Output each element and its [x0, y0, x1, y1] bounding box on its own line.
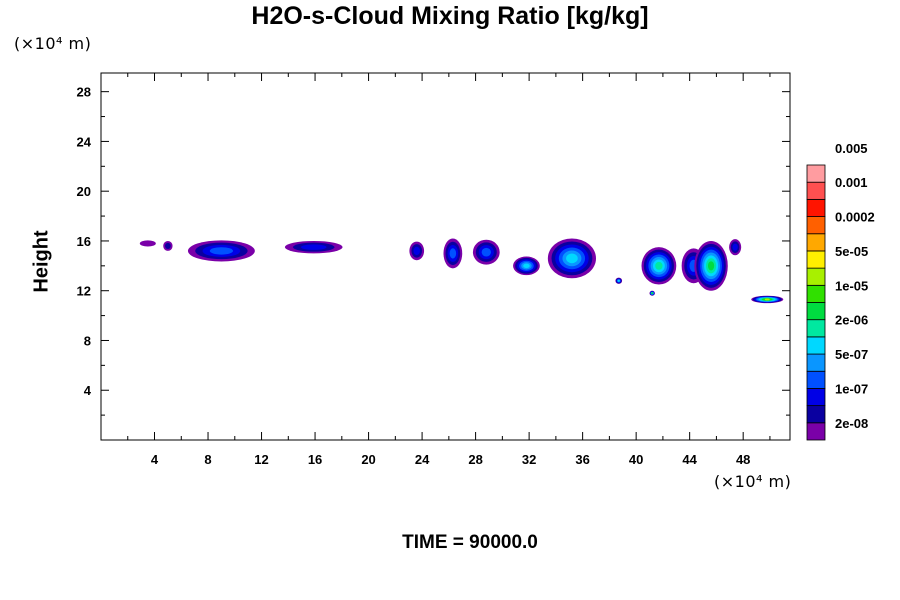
- colorbar-label-7: 0.001: [835, 175, 868, 190]
- colorbar-swatch-14: [806, 181, 826, 200]
- x-tick-label-48: 48: [736, 452, 750, 467]
- colorbar-swatch-1: [806, 405, 826, 424]
- colorbar-swatch-4: [806, 353, 826, 372]
- colorbar-label-8: 0.005: [835, 141, 868, 156]
- colorbar-swatch-12: [806, 216, 826, 235]
- cloud-region-10: [641, 247, 677, 285]
- colorbar-swatch-10: [806, 250, 826, 269]
- cloud-region-1-level-1: [165, 242, 171, 249]
- cloud-region-6-level-3: [481, 247, 491, 257]
- cloud-region-3: [284, 240, 343, 254]
- cloud-region-2: [187, 240, 255, 262]
- colorbar-label-2: 5e-07: [835, 347, 868, 362]
- colorbar-swatch-5: [806, 336, 826, 355]
- colorbar-swatch-8: [806, 284, 826, 303]
- cloud-region-8: [547, 238, 597, 279]
- x-tick-label-40: 40: [629, 452, 643, 467]
- colorbar-label-5: 5e-05: [835, 244, 868, 259]
- colorbar-swatch-3: [806, 370, 826, 389]
- cloud-region-5-level-3: [449, 248, 457, 259]
- colorbar-swatch-13: [806, 198, 826, 217]
- cloud-region-5: [443, 238, 463, 269]
- cloud-region-6: [472, 239, 500, 265]
- cloud-region-10-level-6: [655, 261, 663, 270]
- cloud-region-7-level-5: [523, 263, 530, 269]
- cloud-region-13-level-7: [651, 292, 654, 295]
- colorbar-swatch-11: [806, 233, 826, 252]
- cloud-region-0: [139, 240, 156, 247]
- colorbar-swatch-9: [806, 267, 826, 286]
- cloud-region-7: [513, 256, 540, 276]
- x-tick-label-16: 16: [308, 452, 322, 467]
- colorbar-label-6: 0.0002: [835, 210, 875, 225]
- colorbar-swatch-15: [806, 164, 826, 183]
- cloud-region-3-level-2: [300, 244, 327, 250]
- x-tick-label-24: 24: [415, 452, 430, 467]
- cloud-region-14-level-2: [732, 243, 738, 251]
- time-label: TIME = 90000.0: [402, 532, 538, 553]
- x-tick-label-4: 4: [151, 452, 159, 467]
- x-tick-label-28: 28: [468, 452, 482, 467]
- x-tick-label-8: 8: [204, 452, 211, 467]
- y-tick-label-28: 28: [77, 85, 91, 100]
- y-tick-label-8: 8: [84, 333, 91, 348]
- y-tick-label-12: 12: [77, 284, 91, 299]
- cloud-region-13: [649, 290, 655, 296]
- y-tick-label-20: 20: [77, 184, 91, 199]
- plot-regions: [139, 238, 784, 304]
- x-tick-label-20: 20: [361, 452, 375, 467]
- y-tick-label-24: 24: [77, 134, 92, 149]
- x-tick-label-36: 36: [575, 452, 589, 467]
- cloud-region-15-level-9: [764, 298, 770, 301]
- cloud-region-4-level-2: [413, 246, 421, 256]
- colorbar-label-4: 1e-05: [835, 278, 868, 293]
- colorbar-label-1: 1e-07: [835, 381, 868, 396]
- cloud-region-9-level-5: [617, 279, 620, 282]
- colorbar-label-3: 2e-06: [835, 313, 868, 328]
- x-tick-label-44: 44: [682, 452, 697, 467]
- colorbar-swatch-2: [806, 388, 826, 407]
- y-tick-label-4: 4: [84, 383, 92, 398]
- cloud-region-1: [163, 240, 173, 251]
- cloud-region-15: [751, 295, 784, 304]
- colorbar: 2e-08 1e-07 5e-07 2e-06 1e-05 5e-05 0.0002 0.00…: [806, 141, 875, 441]
- colorbar-swatch-6: [806, 319, 826, 338]
- x-tick-label-32: 32: [522, 452, 536, 467]
- x-tick-label-12: 12: [254, 452, 268, 467]
- cloud-region-12: [694, 240, 728, 291]
- plot-frame: [100, 72, 791, 441]
- cloud-region-2-level-3: [209, 247, 234, 255]
- cloud-region-0-level-0: [139, 240, 156, 247]
- x-axis-unit: (×10⁴ m): [714, 472, 792, 491]
- colorbar-label-0: 2e-08: [835, 416, 868, 431]
- cloud-region-12-level-7: [707, 261, 715, 271]
- cloud-region-8-level-5: [566, 253, 578, 264]
- cloud-region-14: [729, 239, 742, 256]
- y-axis-unit: (×10⁴ m): [14, 34, 92, 53]
- cloud-region-4: [409, 241, 425, 261]
- y-tick-label-16: 16: [77, 234, 91, 249]
- chart-title: H2O-s-Cloud Mixing Ratio [kg/kg]: [251, 2, 649, 30]
- colorbar-swatch-7: [806, 302, 826, 321]
- cloud-region-9: [615, 277, 623, 284]
- colorbar-swatch-0: [806, 422, 826, 441]
